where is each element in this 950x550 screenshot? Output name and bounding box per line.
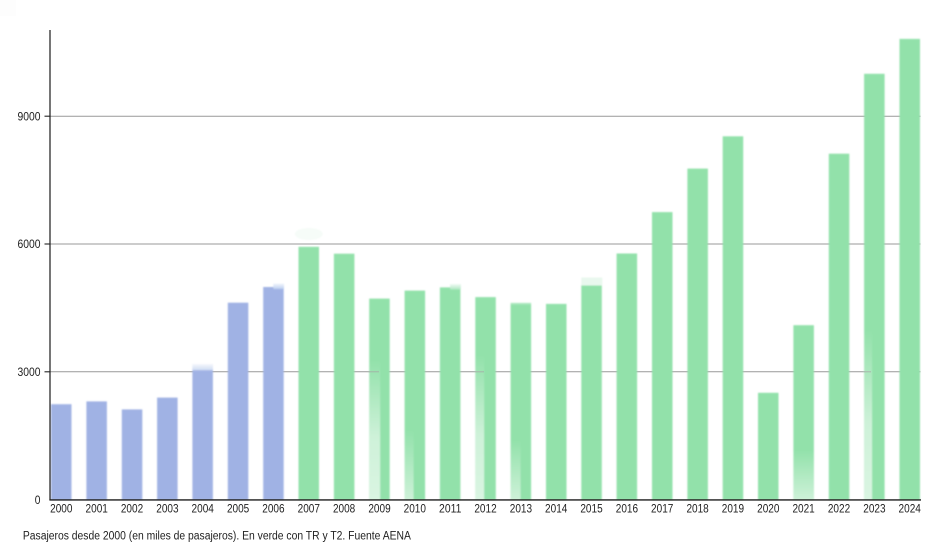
- svg-text:2012: 2012: [474, 503, 496, 515]
- svg-text:2022: 2022: [828, 503, 850, 515]
- svg-text:2017: 2017: [651, 503, 673, 515]
- svg-text:2011: 2011: [439, 503, 461, 515]
- svg-text:2019: 2019: [722, 503, 744, 515]
- svg-text:2001: 2001: [86, 503, 108, 515]
- svg-text:2003: 2003: [156, 503, 178, 515]
- svg-text:2018: 2018: [686, 503, 708, 515]
- svg-text:2015: 2015: [580, 503, 602, 515]
- svg-text:2002: 2002: [121, 503, 143, 515]
- svg-text:2006: 2006: [262, 503, 284, 515]
- svg-text:9000: 9000: [18, 111, 41, 123]
- svg-text:2023: 2023: [863, 503, 885, 515]
- svg-text:3000: 3000: [18, 367, 41, 379]
- svg-text:2021: 2021: [792, 503, 814, 515]
- svg-text:2000: 2000: [50, 503, 72, 515]
- svg-text:2016: 2016: [616, 503, 638, 515]
- svg-text:2004: 2004: [192, 503, 215, 515]
- svg-text:2005: 2005: [227, 503, 249, 515]
- svg-text:2013: 2013: [510, 503, 532, 515]
- svg-text:2009: 2009: [368, 503, 390, 515]
- svg-text:0: 0: [35, 495, 41, 507]
- svg-text:2007: 2007: [298, 503, 320, 515]
- svg-text:2010: 2010: [404, 503, 426, 515]
- svg-text:2008: 2008: [333, 503, 355, 515]
- svg-text:2014: 2014: [545, 503, 568, 515]
- svg-text:6000: 6000: [18, 239, 41, 251]
- svg-text:2020: 2020: [757, 503, 779, 515]
- svg-text:Pasajeros desde 2000 (en miles: Pasajeros desde 2000 (en miles de pasaje…: [23, 531, 411, 543]
- svg-text:2024: 2024: [899, 503, 922, 515]
